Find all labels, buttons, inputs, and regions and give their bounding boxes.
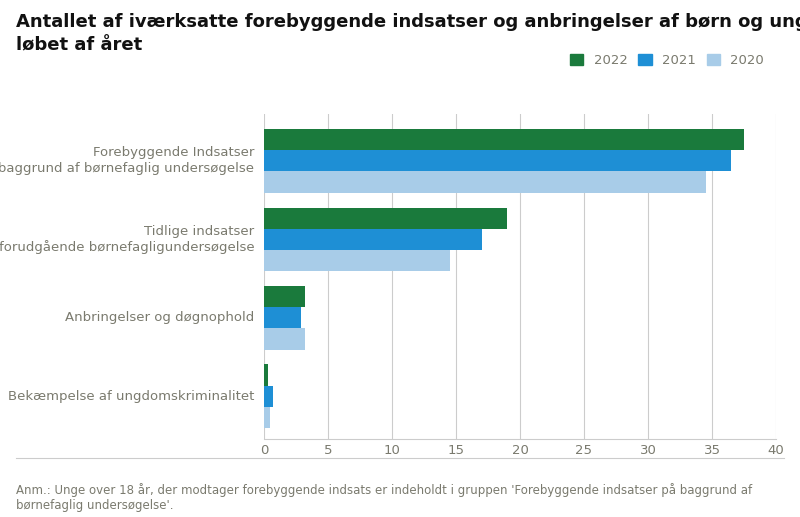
Bar xyxy=(264,286,305,307)
Text: Anm.: Unge over 18 år, der modtager forebyggende indsats er indeholdt i gruppen : Anm.: Unge over 18 år, der modtager fore… xyxy=(16,483,752,512)
Bar xyxy=(264,229,482,250)
Bar xyxy=(264,250,450,271)
Bar xyxy=(264,407,270,428)
Bar xyxy=(264,307,301,328)
Bar xyxy=(264,172,706,193)
Bar xyxy=(264,328,305,349)
Bar xyxy=(264,364,269,386)
Legend: 2022, 2021, 2020: 2022, 2021, 2020 xyxy=(565,49,770,72)
Bar xyxy=(264,386,273,407)
Bar xyxy=(264,129,744,150)
Bar xyxy=(264,207,507,229)
Bar xyxy=(264,150,731,172)
Text: Antallet af iværksatte forebyggende indsatser og anbringelser af børn og unge i
: Antallet af iværksatte forebyggende inds… xyxy=(16,13,800,54)
